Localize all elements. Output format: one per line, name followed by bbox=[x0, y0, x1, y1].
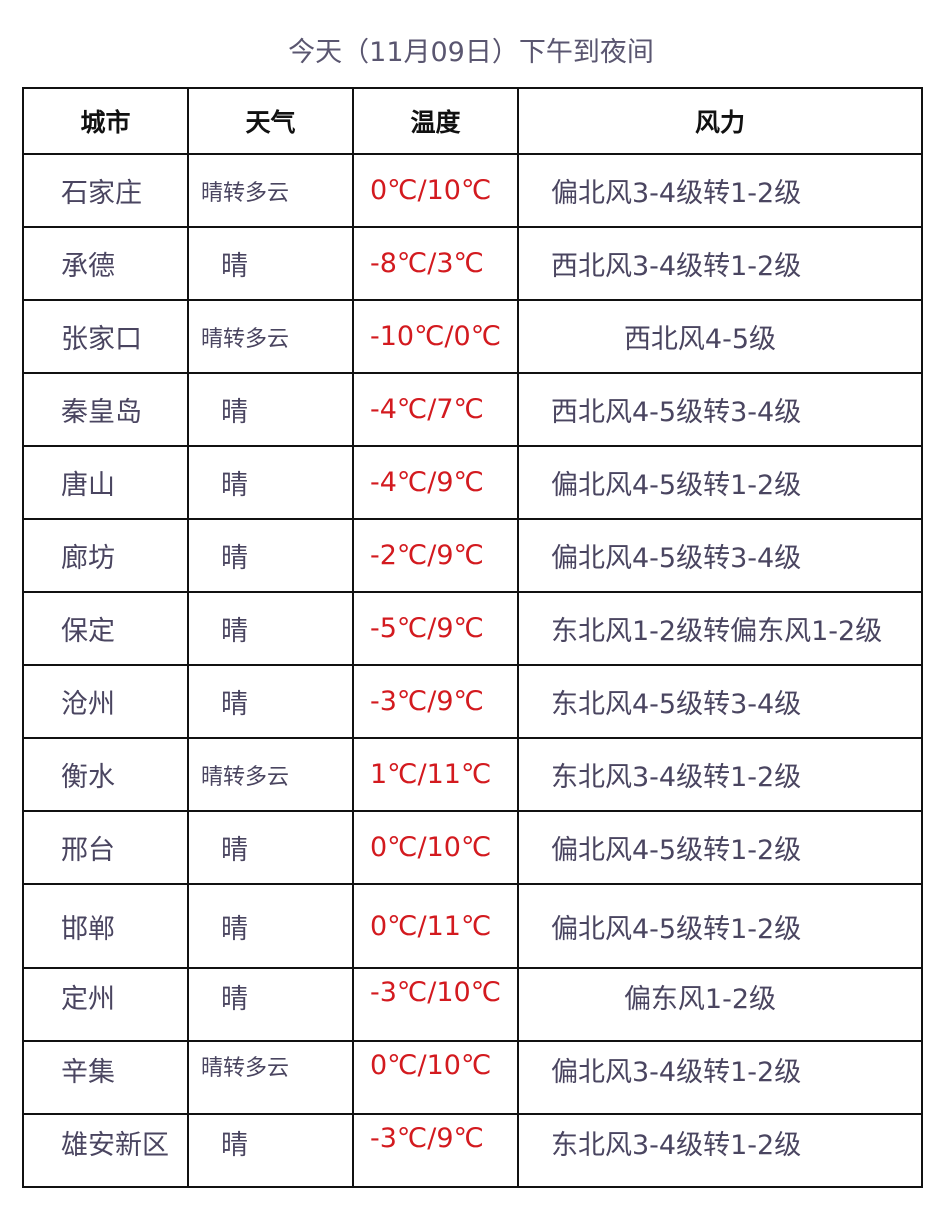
weather-text: 晴 bbox=[221, 616, 248, 647]
weather-text: 晴 bbox=[221, 397, 248, 428]
header-weather: 天气 bbox=[187, 87, 354, 155]
city-cell: 雄安新区 bbox=[22, 1113, 189, 1188]
wind-cell: 偏北风3-4级转1-2级 bbox=[517, 1040, 923, 1115]
city-cell: 张家口 bbox=[22, 299, 189, 374]
wind-cell: 偏北风4-5级转1-2级 bbox=[517, 445, 923, 520]
temperature-cell: 0℃/10℃ bbox=[352, 153, 519, 228]
temperature-cell: -4℃/7℃ bbox=[352, 372, 519, 447]
table-row: 定州 晴 -3℃/10℃ 偏东风1-2级 bbox=[22, 967, 923, 1042]
wind-cell: 西北风4-5级转3-4级 bbox=[517, 372, 923, 447]
weather-cell: 晴 bbox=[187, 967, 354, 1042]
weather-text: 晴 bbox=[221, 251, 248, 282]
weather-text: 晴 bbox=[221, 835, 248, 866]
weather-cell: 晴 bbox=[187, 445, 354, 520]
temperature-cell: -2℃/9℃ bbox=[352, 518, 519, 593]
table-row: 沧州 晴 -3℃/9℃ 东北风4-5级转3-4级 bbox=[22, 664, 923, 739]
header-wind: 风力 bbox=[517, 87, 923, 155]
table-row: 张家口 晴转多云 -10℃/0℃ 西北风4-5级 bbox=[22, 299, 923, 374]
wind-cell: 西北风4-5级 bbox=[517, 299, 923, 374]
table-row: 唐山 晴 -4℃/9℃ 偏北风4-5级转1-2级 bbox=[22, 445, 923, 520]
temperature-cell: 0℃/10℃ bbox=[352, 1040, 519, 1115]
table-row: 秦皇岛 晴 -4℃/7℃ 西北风4-5级转3-4级 bbox=[22, 372, 923, 447]
table-row: 廊坊 晴 -2℃/9℃ 偏北风4-5级转3-4级 bbox=[22, 518, 923, 593]
weather-cell: 晴转多云 bbox=[187, 299, 354, 374]
table-row: 承德 晴 -8℃/3℃ 西北风3-4级转1-2级 bbox=[22, 226, 923, 301]
wind-cell: 偏北风4-5级转1-2级 bbox=[517, 810, 923, 885]
wind-cell: 偏东风1-2级 bbox=[517, 967, 923, 1042]
weather-cell: 晴 bbox=[187, 518, 354, 593]
table-row: 邢台 晴 0℃/10℃ 偏北风4-5级转1-2级 bbox=[22, 810, 923, 885]
weather-text: 晴 bbox=[221, 984, 248, 1015]
weather-cell: 晴 bbox=[187, 883, 354, 969]
weather-cell: 晴 bbox=[187, 810, 354, 885]
wind-cell: 西北风3-4级转1-2级 bbox=[517, 226, 923, 301]
weather-cell: 晴转多云 bbox=[187, 153, 354, 228]
wind-cell: 东北风4-5级转3-4级 bbox=[517, 664, 923, 739]
wind-cell: 偏北风4-5级转3-4级 bbox=[517, 518, 923, 593]
weather-text: 晴 bbox=[221, 470, 248, 501]
table-row: 保定 晴 -5℃/9℃ 东北风1-2级转偏东风1-2级 bbox=[22, 591, 923, 666]
temperature-cell: 0℃/10℃ bbox=[352, 810, 519, 885]
weather-cell: 晴转多云 bbox=[187, 1040, 354, 1115]
city-cell: 衡水 bbox=[22, 737, 189, 812]
temperature-cell: -3℃/9℃ bbox=[352, 664, 519, 739]
weather-text: 晴转多云 bbox=[201, 180, 290, 206]
header-city: 城市 bbox=[22, 87, 189, 155]
temperature-cell: -10℃/0℃ bbox=[352, 299, 519, 374]
weather-text: 晴 bbox=[221, 689, 248, 720]
city-cell: 辛集 bbox=[22, 1040, 189, 1115]
weather-text: 晴转多云 bbox=[201, 1056, 290, 1081]
weather-cell: 晴 bbox=[187, 372, 354, 447]
city-cell: 秦皇岛 bbox=[22, 372, 189, 447]
weather-cell: 晴 bbox=[187, 1113, 354, 1188]
city-cell: 石家庄 bbox=[22, 153, 189, 228]
temperature-cell: -5℃/9℃ bbox=[352, 591, 519, 666]
temperature-cell: -3℃/10℃ bbox=[352, 967, 519, 1042]
temperature-cell: -8℃/3℃ bbox=[352, 226, 519, 301]
city-cell: 廊坊 bbox=[22, 518, 189, 593]
weather-text: 晴转多云 bbox=[201, 326, 290, 352]
city-cell: 邯郸 bbox=[22, 883, 189, 969]
weather-table: 城市 天气 温度 风力 石家庄 晴转多云 0℃/10℃ 偏北风3-4级转1-2级 承德晴… bbox=[22, 87, 923, 1188]
table-row: 邯郸晴 0℃/11℃ 偏北风4-5级转1-2级 bbox=[22, 883, 923, 969]
header-temperature: 温度 bbox=[352, 87, 519, 155]
city-cell: 唐山 bbox=[22, 445, 189, 520]
table-row: 石家庄 晴转多云 0℃/10℃ 偏北风3-4级转1-2级 bbox=[22, 153, 923, 228]
city-cell: 承德 bbox=[22, 226, 189, 301]
city-cell: 保定 bbox=[22, 591, 189, 666]
weather-cell: 晴 bbox=[187, 664, 354, 739]
temperature-cell: -3℃/9℃ bbox=[352, 1113, 519, 1188]
weather-text: 晴转多云 bbox=[201, 764, 290, 790]
weather-text: 晴 bbox=[221, 1130, 248, 1161]
temperature-cell: 0℃/11℃ bbox=[352, 883, 519, 969]
city-cell: 定州 bbox=[22, 967, 189, 1042]
table-row: 衡水 晴转多云 1℃/11℃ 东北风3-4级转1-2级 bbox=[22, 737, 923, 812]
wind-cell: 东北风3-4级转1-2级 bbox=[517, 1113, 923, 1188]
temperature-cell: -4℃/9℃ bbox=[352, 445, 519, 520]
page-title: 今天（11月09日）下午到夜间 bbox=[288, 37, 654, 68]
table-row: 雄安新区 晴 -3℃/9℃ 东北风3-4级转1-2级 bbox=[22, 1113, 923, 1188]
weather-cell: 晴 bbox=[187, 226, 354, 301]
weather-cell: 晴 bbox=[187, 591, 354, 666]
weather-text: 晴 bbox=[221, 543, 248, 574]
table-row: 辛集 晴转多云 0℃/10℃ 偏北风3-4级转1-2级 bbox=[22, 1040, 923, 1115]
table-header-row: 城市 天气 温度 风力 bbox=[22, 87, 923, 155]
city-cell: 沧州 bbox=[22, 664, 189, 739]
wind-cell: 偏北风4-5级转1-2级 bbox=[517, 883, 923, 969]
wind-cell: 偏北风3-4级转1-2级 bbox=[517, 153, 923, 228]
city-cell: 邢台 bbox=[22, 810, 189, 885]
weather-text: 晴 bbox=[221, 913, 248, 945]
temperature-cell: 1℃/11℃ bbox=[352, 737, 519, 812]
wind-cell: 东北风1-2级转偏东风1-2级 bbox=[517, 591, 923, 666]
weather-cell: 晴转多云 bbox=[187, 737, 354, 812]
wind-cell: 东北风3-4级转1-2级 bbox=[517, 737, 923, 812]
